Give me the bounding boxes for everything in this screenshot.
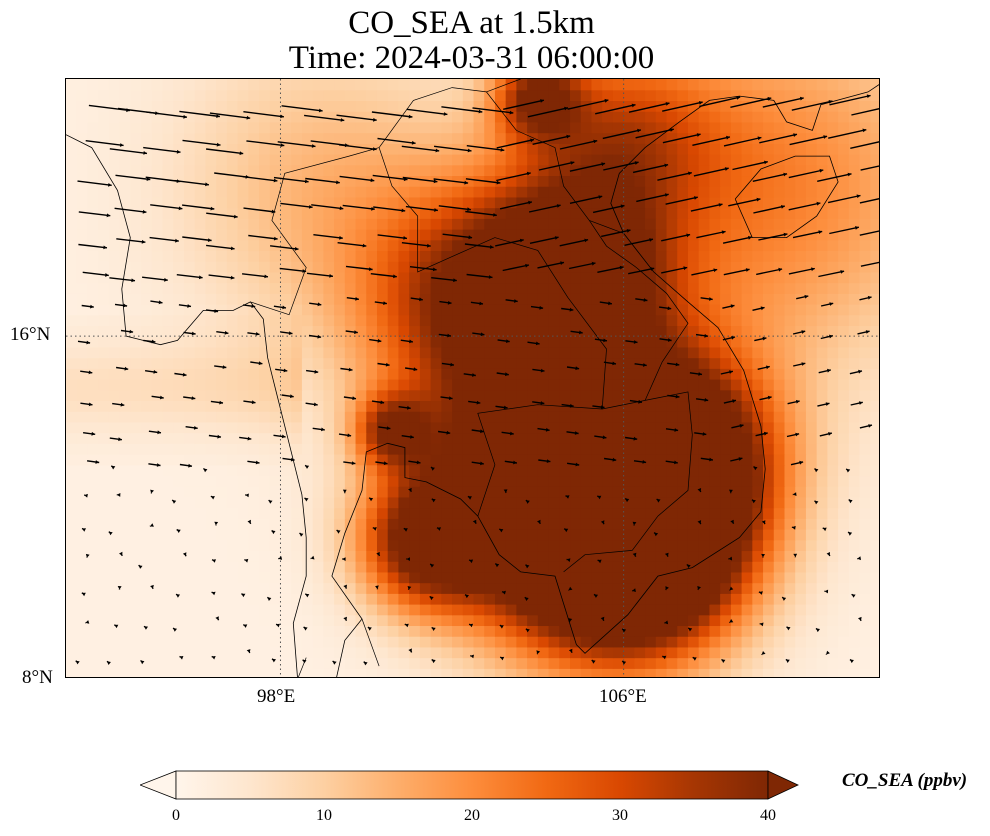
wind-vectors	[75, 94, 879, 666]
colorbar-gradient	[140, 770, 799, 800]
colorbar	[140, 768, 805, 802]
lon-tick-98e: 98°E	[257, 686, 296, 707]
map-title: CO_SEA at 1.5km	[348, 5, 595, 41]
map-panel	[65, 78, 880, 678]
colorbar-tick-0: 0	[172, 807, 180, 824]
lat-tick-8n: 8°N	[22, 667, 53, 688]
co-concentration-field	[66, 79, 879, 677]
colorbar-tick-30: 30	[612, 807, 628, 824]
map-subtitle-time: Time: 2024-03-31 06:00:00	[288, 40, 655, 76]
colorbar-tick-10: 10	[316, 807, 332, 824]
coastline	[66, 84, 879, 677]
colorbar-label: CO_SEA (ppbv)	[842, 770, 968, 791]
lon-tick-106e: 106°E	[599, 686, 647, 707]
co-concentration-map	[66, 79, 879, 677]
lat-tick-16n: 16°N	[10, 324, 51, 345]
colorbar-tick-40: 40	[760, 807, 776, 824]
colorbar-tick-20: 20	[464, 807, 480, 824]
